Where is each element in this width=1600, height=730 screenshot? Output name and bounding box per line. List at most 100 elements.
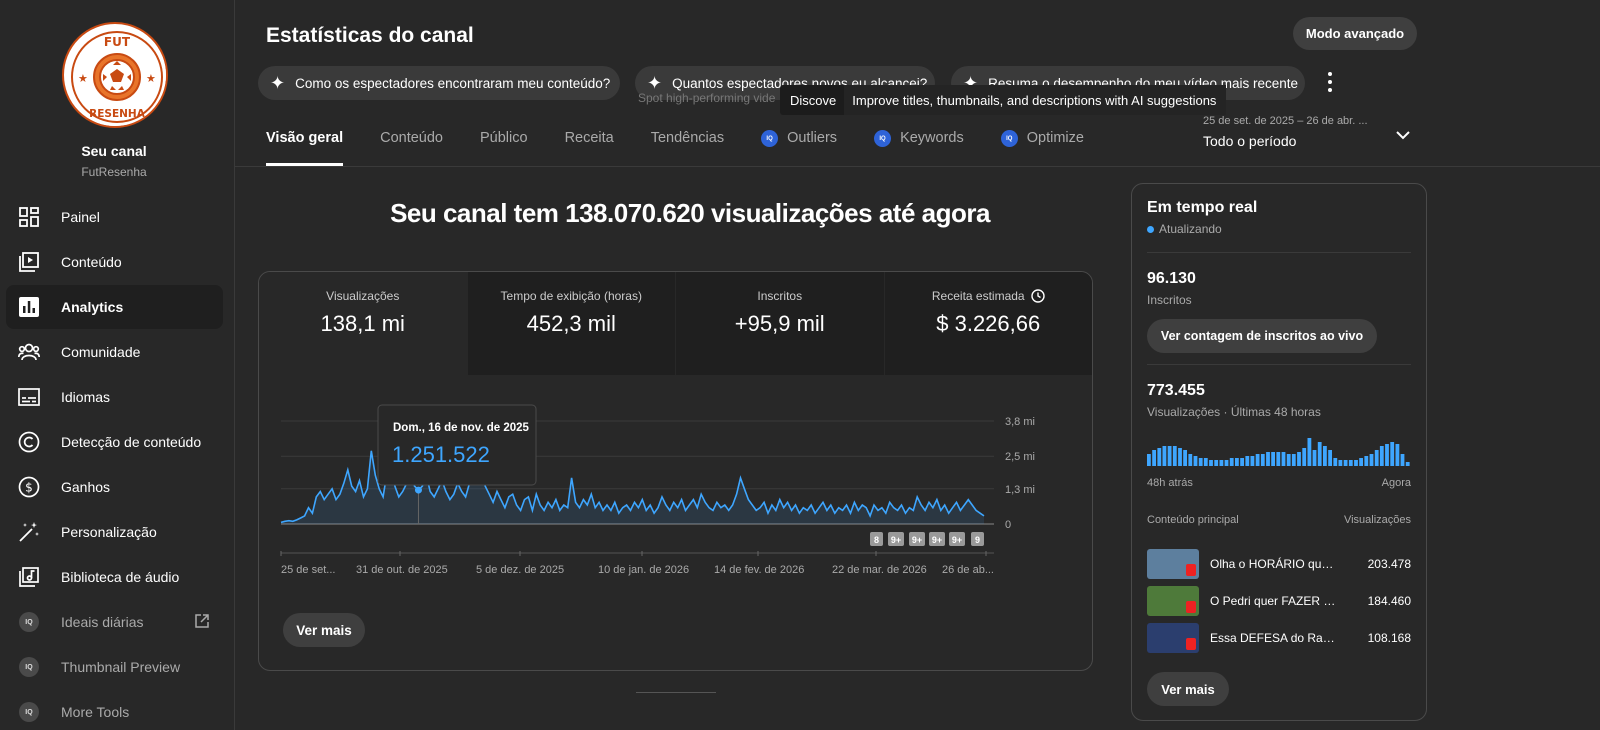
- realtime-bars[interactable]: [1147, 434, 1411, 466]
- sidebar-item-idiomas[interactable]: Idiomas: [6, 375, 223, 419]
- copyright-icon: [17, 430, 41, 454]
- metric-views[interactable]: Visualizações 138,1 mi: [259, 272, 468, 375]
- metric-label: Inscritos: [757, 289, 803, 303]
- page-title: Estatísticas do canal: [266, 24, 474, 47]
- analytics-icon: [17, 295, 41, 319]
- realtime-bar: [1157, 448, 1162, 466]
- y-tick-label: 0: [1005, 519, 1011, 531]
- video-title: Olha o HORÁRIO que o jogo vai rolar: [1210, 557, 1340, 571]
- suggestion-label: Como os espectadores encontraram meu con…: [295, 75, 611, 91]
- realtime-bar: [1152, 450, 1156, 466]
- iq-icon: IQ: [17, 655, 41, 679]
- realtime-bar: [1229, 458, 1234, 466]
- sidebar-item-comunidade[interactable]: Comunidade: [6, 330, 223, 374]
- ghost-suggestion-text: Spot high-performing vide: [638, 91, 776, 105]
- tab-receita[interactable]: Receita: [565, 130, 614, 166]
- iq-icon: IQ: [17, 700, 41, 724]
- sidebar-item-analytics[interactable]: Analytics: [6, 285, 223, 329]
- realtime-bar: [1255, 454, 1260, 466]
- sidebar-item-label: Analytics: [61, 299, 124, 315]
- sidebar-item-conteudo[interactable]: Conteúdo: [6, 240, 223, 284]
- tab-label: Visão geral: [266, 130, 344, 146]
- advanced-mode-button[interactable]: Modo avançado: [1293, 17, 1417, 50]
- sidebar-item-label: Ganhos: [61, 479, 111, 495]
- sidebar-item-label: Ideais diárias: [61, 614, 144, 630]
- svg-text:9+: 9+: [952, 535, 962, 545]
- live-subscriber-count-button[interactable]: Ver contagem de inscritos ao vivo: [1147, 319, 1377, 353]
- realtime-bar: [1297, 452, 1301, 466]
- svg-text:★: ★: [78, 72, 88, 85]
- metric-value: $ 3.226,66: [936, 311, 1041, 336]
- sidebar-item-biblioteca-audio[interactable]: Biblioteca de áudio: [6, 555, 223, 599]
- x-tick-label: 31 de out. de 2025: [356, 564, 448, 576]
- x-tick-label: 10 de jan. de 2026: [598, 564, 689, 576]
- realtime-bar: [1369, 454, 1374, 466]
- top-video-row[interactable]: Essa DEFESA do Raphinha 108.168: [1147, 622, 1411, 654]
- realtime-bar: [1359, 458, 1363, 466]
- tab-keywords[interactable]: IQ Keywords: [874, 130, 964, 166]
- tooltip-left-text: Discove: [790, 92, 837, 108]
- video-publish-badge: 9+: [929, 532, 945, 546]
- audio-library-icon: [17, 565, 41, 589]
- iq-icon: IQ: [761, 130, 779, 147]
- realtime-bar: [1338, 460, 1343, 466]
- realtime-bar: [1323, 446, 1327, 466]
- realtime-ver-mais-button[interactable]: Ver mais: [1147, 672, 1229, 706]
- sidebar-item-deteccao[interactable]: Detecção de conteúdo: [6, 420, 223, 464]
- chevron-down-icon[interactable]: [1395, 128, 1411, 146]
- svg-text:8: 8: [874, 535, 879, 545]
- tab-publico[interactable]: Público: [480, 130, 528, 166]
- realtime-bar: [1147, 454, 1151, 466]
- metric-label: Tempo de exibição (horas): [500, 289, 642, 303]
- top-video-row[interactable]: O Pedri quer FAZER um gol 184.460: [1147, 585, 1411, 617]
- magic-wand-icon: [17, 520, 41, 544]
- iq-badge: IQ: [19, 612, 39, 632]
- tab-label: Keywords: [900, 130, 964, 146]
- tab-outliers[interactable]: IQ Outliers: [761, 130, 837, 166]
- metric-value: +95,9 mil: [734, 311, 825, 336]
- sidebar-item-ganhos[interactable]: $ Ganhos: [6, 465, 223, 509]
- tooltip-date: Dom., 16 de nov. de 2025: [393, 422, 530, 434]
- shorts-icon: [1186, 638, 1196, 650]
- top-video-row[interactable]: Olha o HORÁRIO que o jogo vai rolar 203.…: [1147, 548, 1411, 580]
- sidebar-item-ideias-diarias[interactable]: IQ Ideais diárias: [6, 600, 223, 644]
- views-chart[interactable]: 25 de set... 31 de out. de 2025 5 de dez. …: [259, 375, 1093, 605]
- realtime-bar: [1240, 458, 1244, 466]
- metric-tabs: Visualizações 138,1 mi Tempo de exibição…: [259, 272, 1092, 375]
- date-range-label[interactable]: 25 de set. de 2025 – 26 de abr. ...: [1203, 115, 1368, 127]
- fut-resenha-logo: ★ ★ FUT RESENHA: [67, 27, 166, 126]
- x-tick-label: 25 de set...: [281, 564, 335, 576]
- date-period-label[interactable]: Todo o período: [1203, 133, 1297, 149]
- suggestion-chip[interactable]: ✦ Como os espectadores encontraram meu c…: [258, 66, 620, 100]
- more-options-icon[interactable]: [1324, 70, 1336, 94]
- realtime-bar: [1276, 452, 1281, 466]
- tooltip-right-text: Improve titles, thumbnails, and descript…: [844, 85, 1227, 115]
- content-icon: [17, 250, 41, 274]
- metric-revenue[interactable]: Receita estimada $ 3.226,66: [884, 272, 1092, 375]
- ver-mais-button[interactable]: Ver mais: [283, 613, 365, 647]
- metric-watch-time[interactable]: Tempo de exibição (horas) 452,3 mil: [467, 272, 676, 375]
- realtime-bar: [1390, 442, 1395, 466]
- realtime-bar: [1183, 450, 1187, 466]
- metric-subscribers[interactable]: Inscritos +95,9 mil: [676, 272, 885, 375]
- realtime-bar: [1193, 456, 1198, 466]
- chart-line: [280, 428, 985, 524]
- sidebar-item-personalizacao[interactable]: Personalização: [6, 510, 223, 554]
- tab-tendencias[interactable]: Tendências: [651, 130, 724, 166]
- realtime-bar: [1198, 458, 1203, 466]
- tab-visao-geral[interactable]: Visão geral: [266, 130, 344, 166]
- sidebar-item-more-tools[interactable]: IQ More Tools: [6, 690, 223, 730]
- sidebar-item-label: More Tools: [61, 704, 130, 720]
- realtime-bar: [1162, 446, 1167, 466]
- tab-label: Receita: [564, 130, 614, 146]
- video-thumbnail: [1147, 549, 1199, 579]
- tab-optimize[interactable]: IQ Optimize: [1000, 130, 1084, 166]
- realtime-bar: [1224, 460, 1229, 466]
- realtime-bar: [1235, 458, 1239, 466]
- realtime-bar: [1250, 456, 1255, 466]
- sidebar-item-painel[interactable]: Painel: [6, 195, 223, 239]
- sidebar-item-thumbnail-preview[interactable]: IQ Thumbnail Preview: [6, 645, 223, 689]
- channel-avatar[interactable]: ★ ★ FUT RESENHA: [62, 22, 168, 128]
- tab-conteudo[interactable]: Conteúdo: [380, 130, 443, 166]
- realtime-bar: [1245, 456, 1250, 466]
